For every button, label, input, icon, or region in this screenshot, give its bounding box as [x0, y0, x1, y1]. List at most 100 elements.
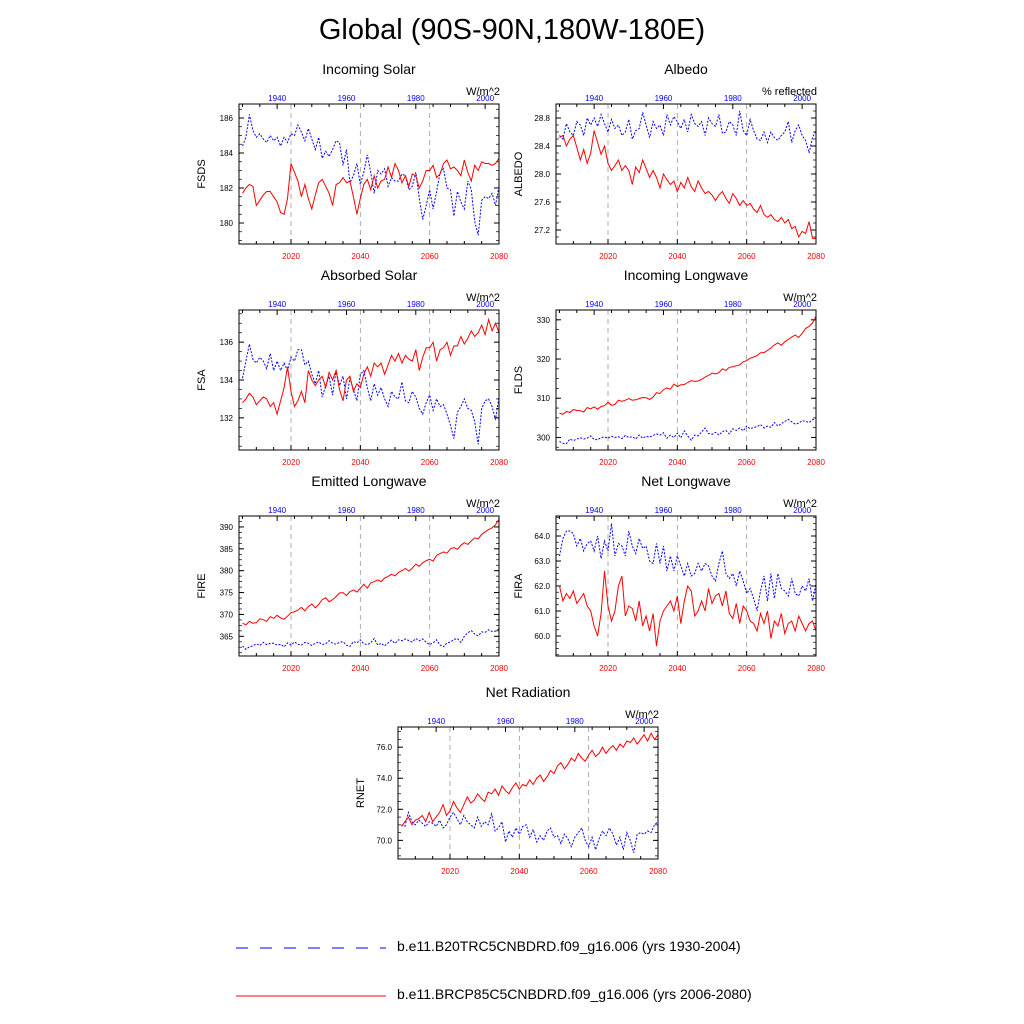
- y-tick-label: 76.0: [376, 743, 392, 752]
- y-tick-label: 375: [220, 589, 234, 598]
- plot-frame: [238, 103, 500, 245]
- y-tick-label: 390: [220, 523, 234, 532]
- x-tick-label-top: 1940: [585, 300, 603, 309]
- x-tick-label-top: 1940: [268, 94, 286, 103]
- panel-fira: Net Longwave W/m^2 FIRA 60.0 61.0 62.0 63.0 64.…: [513, 473, 825, 673]
- y-tick-label: 310: [537, 394, 551, 403]
- panel-fire: Emitted Longwave W/m^2 FIRE 365 370 375 380 385…: [196, 473, 508, 673]
- x-tick-label-top: 2000: [476, 506, 494, 515]
- y-tick-label: 28.8: [534, 114, 550, 123]
- x-tick-label-top: 1960: [338, 94, 356, 103]
- panel-units: W/m^2: [783, 292, 817, 304]
- x-tick-label-top: 1960: [655, 506, 673, 515]
- figure-title: Global (90S-90N,180W-180E): [318, 14, 706, 46]
- series-line-historical: [401, 810, 659, 853]
- y-tick-label: 61.0: [534, 607, 550, 616]
- y-tick-label: 320: [537, 355, 551, 364]
- x-tick-label-top: 2000: [793, 94, 811, 103]
- y-tick-label: 74.0: [376, 774, 392, 783]
- x-tick-label-top: 1980: [566, 717, 584, 726]
- x-tick-label-bottom: 2060: [738, 664, 756, 673]
- panel-units: W/m^2: [466, 292, 500, 304]
- y-tick-label: 64.0: [534, 532, 550, 541]
- x-tick-label-top: 1960: [338, 300, 356, 309]
- x-tick-label-bottom: 2020: [441, 867, 459, 876]
- x-tick-label-bottom: 2020: [599, 458, 617, 467]
- y-tick-label: 132: [220, 414, 234, 423]
- series-line-future: [242, 518, 500, 626]
- y-tick-label: 385: [220, 545, 234, 554]
- x-tick-label-top: 1940: [585, 506, 603, 515]
- panel-title: Absorbed Solar: [321, 267, 418, 283]
- x-tick-label-bottom: 2060: [421, 252, 439, 261]
- x-tick-label-bottom: 2040: [351, 458, 369, 467]
- x-tick-label-bottom: 2080: [490, 458, 508, 467]
- panel-units: W/m^2: [466, 498, 500, 510]
- series-line-historical: [242, 343, 500, 445]
- y-tick-label: 180: [220, 219, 234, 228]
- y-tick-label: 380: [220, 567, 234, 576]
- y-axis-label: FIRA: [513, 573, 525, 599]
- series-line-future: [559, 130, 816, 239]
- series-line-historical: [559, 523, 817, 612]
- x-tick-label-bottom: 2080: [649, 867, 667, 876]
- x-tick-label-top: 2000: [793, 506, 811, 515]
- panel-albedo: Albedo % reflected ALBEDO 27.2 27.6 28.0 28.4 2…: [513, 61, 825, 261]
- series-line-future: [242, 158, 500, 216]
- x-tick-label-top: 1940: [585, 94, 603, 103]
- y-tick-label: 300: [537, 433, 551, 442]
- x-tick-label-top: 1960: [655, 94, 673, 103]
- x-tick-label-bottom: 2040: [351, 664, 369, 673]
- x-tick-label-bottom: 2040: [668, 458, 686, 467]
- x-tick-label-bottom: 2060: [421, 664, 439, 673]
- y-axis-label: FLDS: [513, 366, 525, 394]
- x-tick-label-top: 1980: [724, 506, 742, 515]
- panel-rnet: Net Radiation W/m^2 RNET 70.0 72.0 74.0 76.0 20…: [355, 684, 667, 876]
- y-tick-label: 136: [220, 338, 234, 347]
- plot-frame: [397, 726, 659, 860]
- x-tick-label-bottom: 2020: [282, 664, 300, 673]
- legend-row-future: b.e11.BRCP85C5CNBDRD.f09_g16.006 (yrs 20…: [234, 986, 814, 1006]
- x-tick-label-top: 1980: [407, 94, 425, 103]
- panel-fsa: Absorbed Solar W/m^2 FSA 132 134 136 2020 2040 2…: [196, 267, 508, 467]
- series-line-future: [559, 316, 817, 415]
- y-tick-label: 60.0: [534, 632, 550, 641]
- series-line-historical: [242, 628, 500, 651]
- y-tick-label: 370: [220, 610, 234, 619]
- y-tick-label: 27.2: [534, 226, 550, 235]
- x-tick-label-bottom: 2040: [351, 252, 369, 261]
- x-tick-label-bottom: 2080: [807, 664, 825, 673]
- panel-title: Net Longwave: [641, 473, 731, 489]
- x-tick-label-top: 1960: [655, 300, 673, 309]
- y-tick-label: 330: [537, 316, 551, 325]
- panel-units: % reflected: [762, 86, 817, 98]
- x-tick-label-bottom: 2080: [490, 664, 508, 673]
- legend-label-historical: b.e11.B20TRC5CNBDRD.f09_g16.006 (yrs 193…: [397, 938, 741, 954]
- x-tick-label-top: 1960: [497, 717, 515, 726]
- x-tick-label-bottom: 2060: [421, 458, 439, 467]
- series-line-historical: [242, 114, 500, 236]
- x-tick-label-top: 2000: [635, 717, 653, 726]
- y-tick-label: 70.0: [376, 836, 392, 845]
- legend-label-future: b.e11.BRCP85C5CNBDRD.f09_g16.006 (yrs 20…: [397, 986, 752, 1002]
- y-tick-label: 134: [220, 376, 234, 385]
- series-line-future: [242, 317, 500, 416]
- y-tick-label: 72.0: [376, 805, 392, 814]
- plot-frame: [555, 103, 817, 245]
- x-tick-label-bottom: 2020: [282, 458, 300, 467]
- y-axis-label: FIRE: [196, 573, 208, 598]
- plot-frame: [238, 515, 500, 657]
- x-tick-label-top: 1960: [338, 506, 356, 515]
- x-tick-label-bottom: 2040: [510, 867, 528, 876]
- x-tick-label-top: 1980: [724, 300, 742, 309]
- x-tick-label-bottom: 2020: [599, 664, 617, 673]
- legend-swatch-future: [236, 995, 386, 997]
- x-tick-label-bottom: 2080: [807, 252, 825, 261]
- y-axis-label: FSA: [196, 369, 208, 391]
- y-tick-label: 63.0: [534, 557, 550, 566]
- x-tick-label-top: 2000: [793, 300, 811, 309]
- y-tick-label: 186: [220, 114, 234, 123]
- x-tick-label-bottom: 2080: [807, 458, 825, 467]
- y-tick-label: 184: [220, 149, 234, 158]
